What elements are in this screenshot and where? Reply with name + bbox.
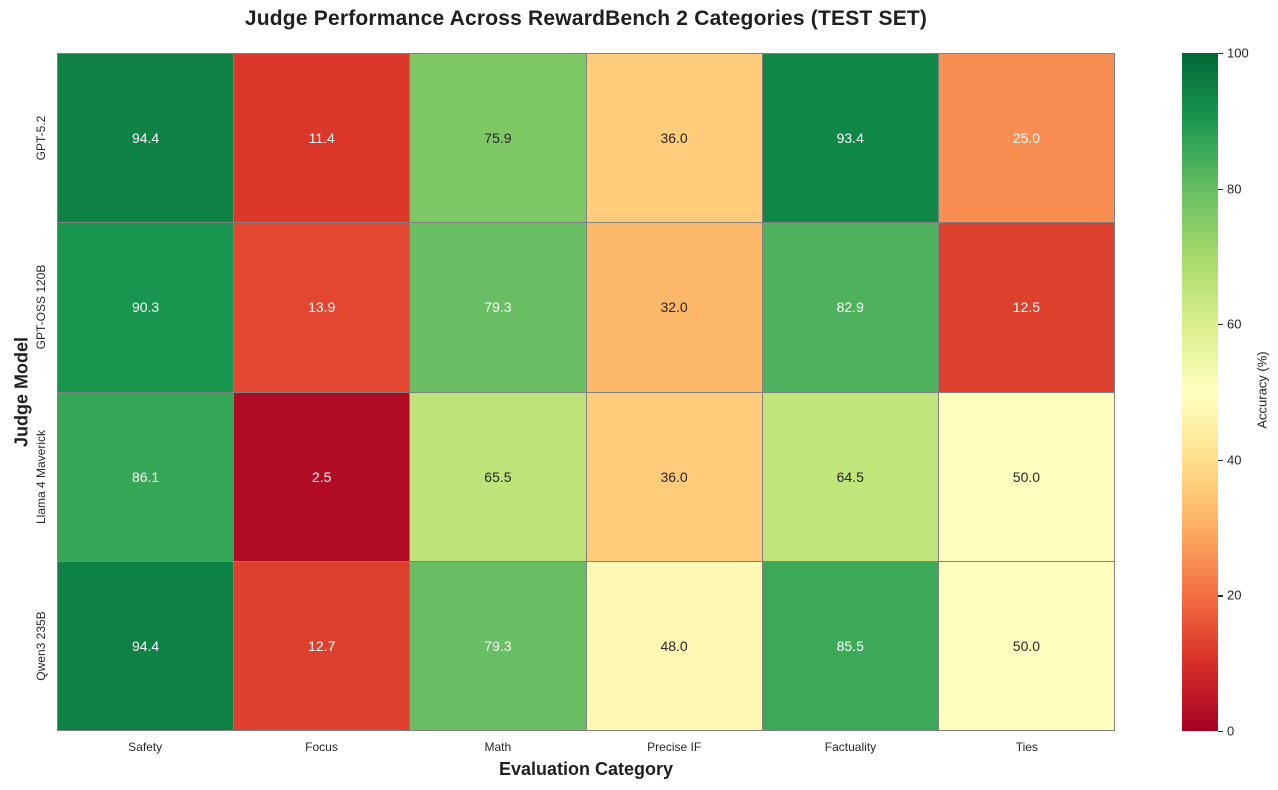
cell-value: 50.0	[1012, 468, 1041, 485]
heatmap-cell: 79.3	[410, 561, 586, 730]
heatmap-grid: 94.4 11.4 75.9 36.0 93.4 25.0 90.3 13.9 79.3 32.0…	[57, 53, 1115, 731]
heatmap-cell: 13.9	[234, 223, 410, 392]
heatmap-cell: 64.5	[762, 392, 938, 561]
colorbar-tick-label: 20	[1227, 587, 1242, 603]
colorbar-tick-label: 0	[1227, 723, 1235, 739]
cell-value: 82.9	[836, 299, 864, 316]
heatmap-cell: 11.4	[234, 54, 410, 223]
heatmap-cell: 65.5	[410, 392, 586, 561]
cell-value: 64.5	[836, 468, 864, 485]
cell-value: 32.0	[660, 299, 688, 316]
cell-value: 79.3	[484, 637, 512, 654]
y-tick-label: Qwen3 235B	[34, 611, 48, 681]
colorbar-tick-mark	[1218, 188, 1223, 190]
heatmap-cell: 50.0	[938, 561, 1114, 730]
y-tick-label: GPT-5.2	[34, 115, 48, 161]
heatmap-cell: 36.0	[586, 54, 762, 223]
heatmap-cell: 36.0	[586, 392, 762, 561]
x-axis-label: Evaluation Category	[498, 759, 674, 779]
x-tick-label: Math	[484, 740, 512, 754]
heatmap-cell: 2.5	[234, 392, 410, 561]
colorbar-tick-mark	[1218, 324, 1223, 326]
heatmap-cell: 32.0	[586, 223, 762, 392]
x-axis-tick-labels: Safety Focus Math Precise IF Factuality Ties	[57, 740, 1115, 754]
cell-value: 25.0	[1012, 130, 1041, 147]
heatmap-cell: 25.0	[938, 54, 1114, 223]
cell-value: 36.0	[660, 468, 688, 485]
y-axis-label: Judge Model	[11, 336, 32, 448]
cell-value: 12.7	[308, 637, 336, 654]
cell-value: 93.4	[836, 130, 864, 147]
y-tick-label: Llama 4 Maverick	[34, 429, 48, 524]
heatmap-cell: 85.5	[762, 561, 938, 730]
colorbar-tick-mark	[1218, 595, 1223, 597]
cell-value: 50.0	[1012, 637, 1041, 654]
heatmap-cell: 48.0	[586, 561, 762, 730]
heatmap-cell: 93.4	[762, 54, 938, 223]
heatmap-cell: 94.4	[58, 54, 234, 223]
x-tick-label: Focus	[305, 740, 338, 754]
heatmap-cell: 82.9	[762, 223, 938, 392]
colorbar-tick-mark	[1218, 731, 1223, 733]
cell-value: 85.5	[836, 637, 864, 654]
chart-title: Judge Performance Across RewardBench 2 C…	[244, 7, 928, 30]
cell-value: 36.0	[660, 130, 688, 147]
cell-value: 94.4	[131, 637, 160, 654]
x-tick-label: Safety	[128, 740, 163, 754]
heatmap-cell: 79.3	[410, 223, 586, 392]
heatmap-cell: 75.9	[410, 54, 586, 223]
cell-value: 48.0	[660, 637, 688, 654]
cell-value: 12.5	[1012, 299, 1041, 316]
x-tick-label: Factuality	[824, 740, 877, 754]
colorbar-tick-mark	[1218, 53, 1223, 55]
colorbar-tick-mark	[1218, 459, 1223, 461]
colorbar-tick-label: 40	[1227, 452, 1242, 468]
cell-value: 94.4	[131, 130, 160, 147]
y-tick-label: GPT-OSS 120B	[34, 264, 48, 350]
heatmap-cell: 86.1	[58, 392, 234, 561]
cell-value: 65.5	[484, 468, 512, 485]
heatmap-cell: 90.3	[58, 223, 234, 392]
cell-value: 86.1	[131, 468, 160, 485]
cell-value: 75.9	[484, 130, 512, 147]
x-tick-label: Precise IF	[647, 740, 702, 754]
colorbar-tick-label: 60	[1227, 316, 1242, 332]
x-tick-label: Ties	[1015, 740, 1038, 754]
cell-value: 2.5	[312, 468, 332, 485]
cell-value: 13.9	[308, 299, 336, 316]
cell-value: 79.3	[484, 299, 512, 316]
heatmap-cell: 12.5	[938, 223, 1114, 392]
cell-value: 90.3	[131, 299, 160, 316]
cell-value: 11.4	[308, 130, 335, 147]
heatmap-cell: 50.0	[938, 392, 1114, 561]
colorbar-tick-label: 100	[1227, 45, 1249, 61]
heatmap-cell: 94.4	[58, 561, 234, 730]
colorbar-tick-label: 80	[1227, 181, 1242, 197]
heatmap-cell: 12.7	[234, 561, 410, 730]
colorbar-label: Accuracy (%)	[1254, 351, 1270, 429]
colorbar-gradient	[1182, 53, 1218, 731]
